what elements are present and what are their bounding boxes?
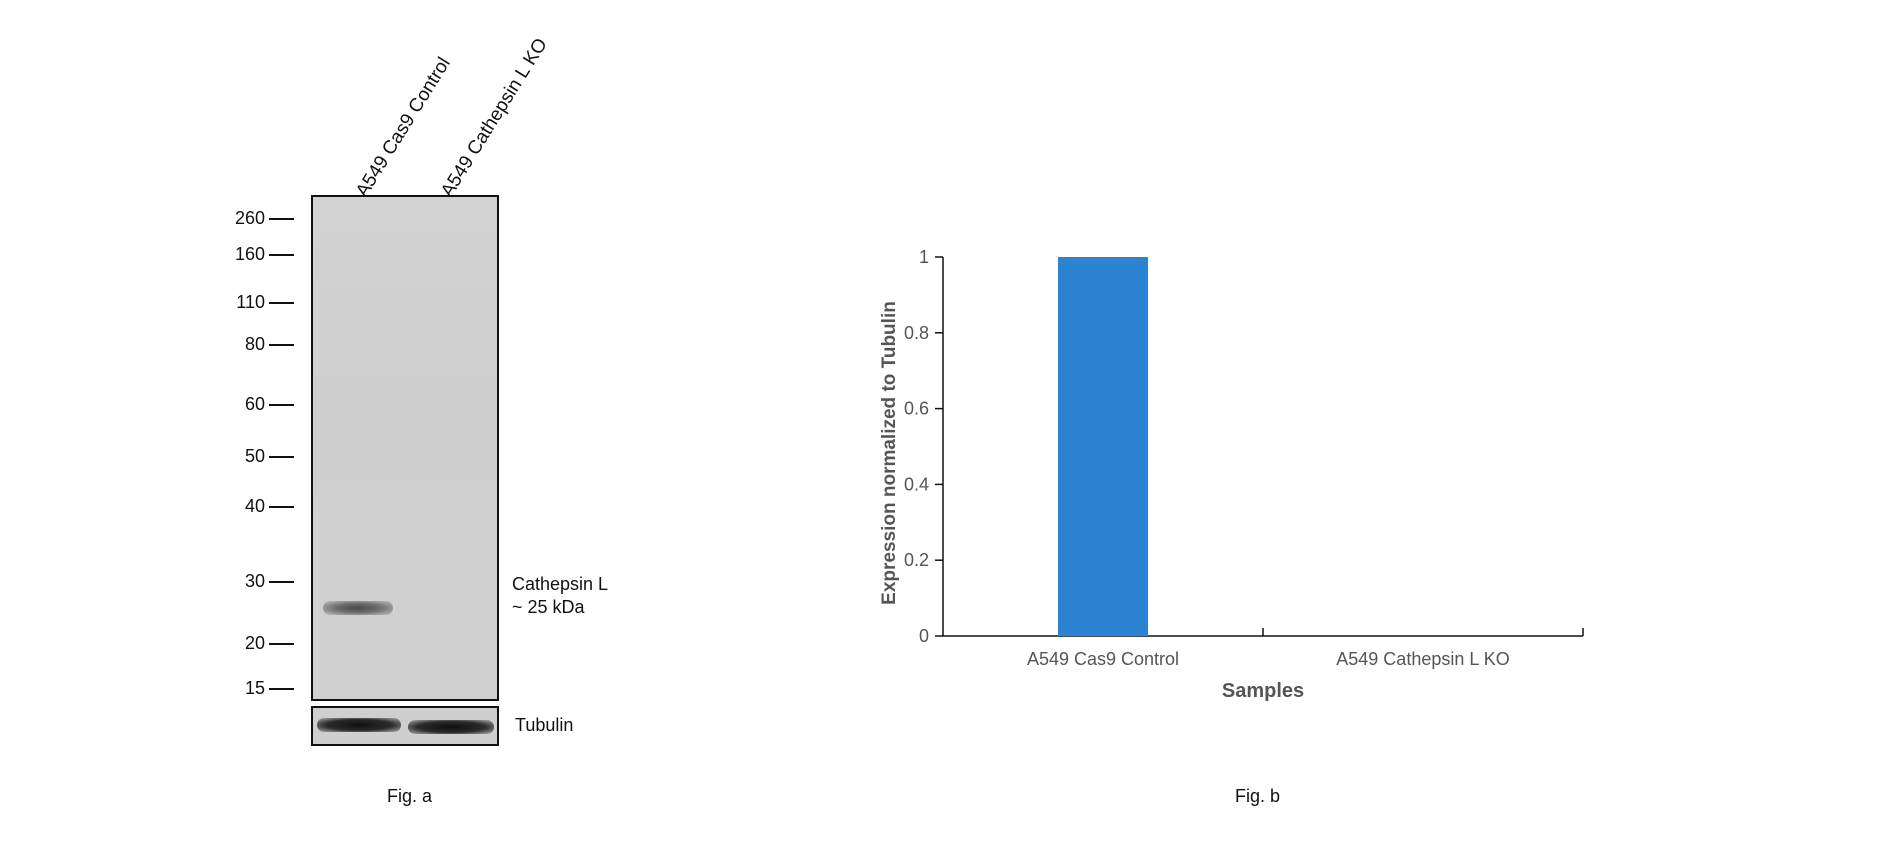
- x-categories: A549 Cas9 Control A549 Cathepsin L KO: [1027, 628, 1584, 669]
- western-blot-figure: A549 Cas9 Control A549 Cathepsin L KO 26…: [0, 0, 760, 852]
- tubulin-blot-strip: [311, 706, 499, 746]
- blot-membrane: [311, 195, 499, 701]
- y-tick-label: 0: [919, 626, 929, 646]
- marker-40: 40: [225, 496, 294, 517]
- y-ticks: 0 0.2 0.4 0.6 0.8 1: [904, 247, 943, 646]
- bar-chart-figure: 0 0.2 0.4 0.6 0.8 1 A549 Cas9 Control A549 Cat…: [760, 0, 1900, 852]
- target-size: ~ 25 kDa: [512, 597, 585, 617]
- y-tick-label: 1: [919, 247, 929, 267]
- marker-tick: [269, 253, 294, 256]
- marker-tick: [269, 505, 294, 508]
- marker-50: 50: [225, 446, 294, 467]
- x-category-label: A549 Cas9 Control: [1027, 649, 1179, 669]
- y-tick-label: 0.6: [904, 399, 929, 419]
- marker-tick: [269, 642, 294, 645]
- target-label-block: Cathepsin L ~ 25 kDa: [512, 573, 608, 619]
- marker-tick: [269, 343, 294, 346]
- bars: [1058, 257, 1148, 636]
- target-name: Cathepsin L: [512, 574, 609, 594]
- marker-110: 110: [225, 292, 294, 313]
- cathepsin-l-band: [323, 601, 393, 615]
- expression-bar-chart: 0 0.2 0.4 0.6 0.8 1 A549 Cas9 Control A549 Cat…: [879, 247, 1584, 702]
- y-tick-label: 0.2: [904, 550, 929, 570]
- marker-tick: [269, 580, 294, 583]
- lane-label-ko: A549 Cathepsin L KO: [437, 34, 552, 202]
- marker-160: 160: [225, 244, 294, 265]
- lane-label-control: A549 Cas9 Control: [352, 53, 455, 202]
- y-axis-title: Expression normalized to Tubulin: [879, 301, 900, 605]
- figure-a-caption: Fig. a: [387, 786, 433, 806]
- tubulin-band-ko: [408, 720, 494, 734]
- marker-30: 30: [225, 571, 294, 592]
- y-tick-label: 0.4: [904, 474, 929, 494]
- bar-0: [1058, 257, 1148, 636]
- y-tick-label: 0.8: [904, 323, 929, 343]
- marker-tick: [269, 403, 294, 406]
- figure-b-caption: Fig. b: [1235, 786, 1281, 806]
- tubulin-band-control: [317, 718, 401, 732]
- x-category-label: A549 Cathepsin L KO: [1336, 649, 1509, 669]
- marker-15: 15: [225, 678, 294, 699]
- marker-tick: [269, 217, 294, 220]
- tubulin-label: Tubulin: [515, 715, 574, 735]
- marker-80: 80: [225, 334, 294, 355]
- marker-20: 20: [225, 633, 294, 654]
- x-axis-title: Samples: [1222, 680, 1304, 702]
- marker-60: 60: [225, 394, 294, 415]
- marker-tick: [269, 301, 294, 304]
- marker-260: 260: [225, 208, 294, 229]
- marker-tick: [269, 455, 294, 458]
- marker-tick: [269, 687, 294, 690]
